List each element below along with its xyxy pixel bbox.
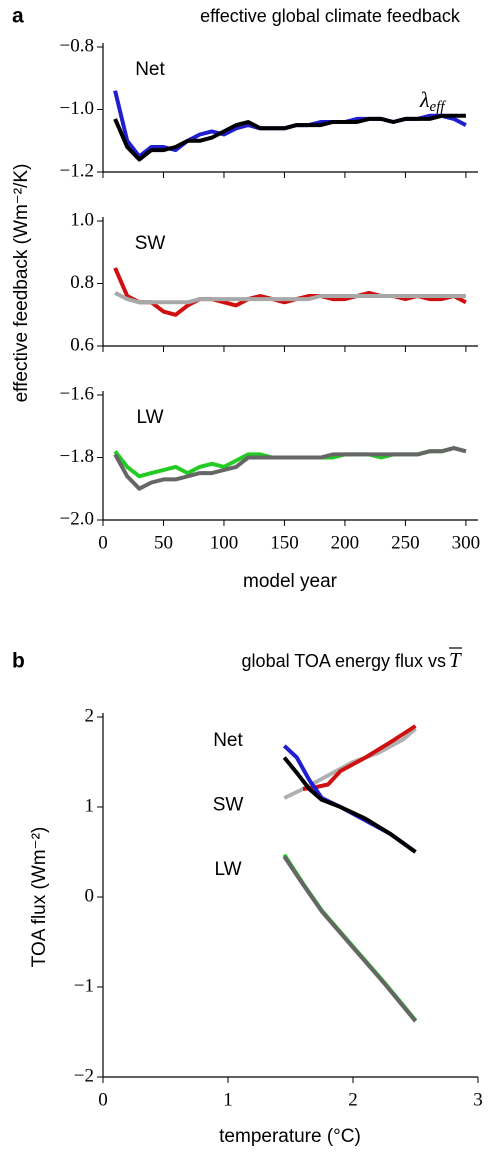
x-tick-label: 200 [331, 532, 360, 553]
line-series [282, 756, 417, 854]
x-tick-label: 50 [154, 532, 173, 553]
y-tick-label: 0 [85, 885, 95, 906]
x-tick-label: 2 [348, 1089, 358, 1110]
line-series [113, 446, 467, 491]
y-axis-label: TOA flux (Wm⁻²) [29, 827, 50, 968]
y-tick-label: 0.6 [70, 334, 94, 355]
y-tick-label: −1 [74, 975, 94, 996]
y-tick-label: 1.0 [70, 209, 94, 230]
line-series [282, 855, 418, 1023]
x-tick-label: 100 [210, 532, 239, 553]
y-tick-label: −2.0 [60, 508, 94, 529]
y-tick-label: −1.8 [60, 446, 94, 467]
series-label: LW [136, 407, 163, 428]
series-label: Net [135, 59, 165, 80]
panel-label: a [12, 5, 24, 28]
x-axis-label: temperature (°C) [219, 1126, 361, 1147]
x-tick-label: 250 [391, 532, 420, 553]
panel-label: b [12, 650, 25, 673]
x-axis-label: model year [243, 571, 338, 592]
series-label: SW [135, 233, 166, 254]
x-tick-label: 0 [98, 532, 108, 553]
line-series [113, 90, 467, 159]
series-label: LW [214, 859, 241, 880]
annotation-subscript: eff [430, 99, 447, 115]
line-series [113, 113, 466, 162]
y-tick-label: −1.6 [60, 383, 94, 404]
y-axis-label: effective feedback (Wm⁻²/K) [11, 164, 32, 403]
y-tick-label: −2 [74, 1065, 94, 1086]
series-label: SW [213, 795, 244, 816]
x-tick-label: 1 [223, 1089, 233, 1110]
title-symbol: T [449, 648, 462, 672]
x-tick-label: 300 [452, 532, 481, 553]
y-tick-label: 2 [85, 705, 95, 726]
annotation: λeff [419, 87, 446, 115]
x-tick-label: 3 [473, 1089, 483, 1110]
line-series [113, 267, 467, 317]
y-tick-label: −1.2 [60, 160, 94, 181]
series-label: Net [213, 730, 243, 751]
x-tick-label: 0 [98, 1089, 108, 1110]
y-tick-label: 0.8 [70, 272, 94, 293]
chart-title: effective global climate feedback [200, 6, 461, 26]
y-tick-label: −0.8 [60, 35, 94, 56]
y-tick-label: −1.0 [60, 98, 94, 119]
line-series [113, 446, 467, 479]
annotation-symbol: λ [419, 87, 430, 112]
chart-title: global TOA energy flux vs [242, 651, 446, 671]
x-tick-label: 150 [270, 532, 299, 553]
line-series [114, 291, 466, 305]
y-tick-label: 1 [85, 795, 95, 816]
